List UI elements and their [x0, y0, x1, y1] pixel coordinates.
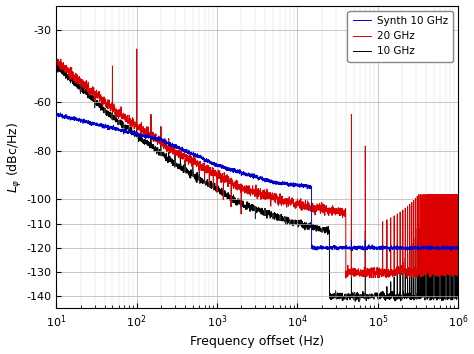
- 20 GHz: [351, 274, 357, 279]
- 20 GHz: [292, 202, 297, 206]
- 20 GHz: [54, 59, 59, 63]
- Synth 10 GHz: [54, 112, 59, 116]
- Legend: Synth 10 GHz, 20 GHz, 10 GHz: Synth 10 GHz, 20 GHz, 10 GHz: [347, 11, 453, 62]
- Synth 10 GHz: [292, 183, 297, 188]
- Line: 10 GHz: 10 GHz: [56, 49, 458, 302]
- 20 GHz: [373, 272, 379, 276]
- X-axis label: Frequency offset (Hz): Frequency offset (Hz): [190, 336, 324, 348]
- 10 GHz: [309, 225, 314, 229]
- 10 GHz: [292, 221, 297, 225]
- 10 GHz: [356, 299, 362, 304]
- Synth 10 GHz: [373, 246, 379, 250]
- Y-axis label: $L_{\varphi}$ (dBc/Hz): $L_{\varphi}$ (dBc/Hz): [6, 121, 24, 193]
- Synth 10 GHz: [309, 246, 314, 250]
- Line: Synth 10 GHz: Synth 10 GHz: [56, 113, 458, 251]
- 20 GHz: [456, 270, 461, 275]
- 10 GHz: [134, 47, 139, 51]
- 20 GHz: [134, 47, 139, 51]
- Synth 10 GHz: [199, 155, 205, 159]
- 20 GHz: [199, 166, 205, 170]
- Synth 10 GHz: [387, 249, 393, 253]
- Synth 10 GHz: [58, 111, 64, 115]
- Line: 20 GHz: 20 GHz: [56, 49, 458, 279]
- Synth 10 GHz: [456, 245, 461, 250]
- 10 GHz: [351, 292, 357, 296]
- Synth 10 GHz: [74, 117, 80, 121]
- 20 GHz: [404, 276, 410, 281]
- 10 GHz: [373, 291, 379, 295]
- 10 GHz: [456, 294, 461, 298]
- 10 GHz: [199, 177, 205, 182]
- Synth 10 GHz: [351, 244, 357, 249]
- 10 GHz: [73, 83, 79, 87]
- 20 GHz: [309, 207, 314, 212]
- 10 GHz: [54, 64, 59, 68]
- 20 GHz: [73, 77, 79, 81]
